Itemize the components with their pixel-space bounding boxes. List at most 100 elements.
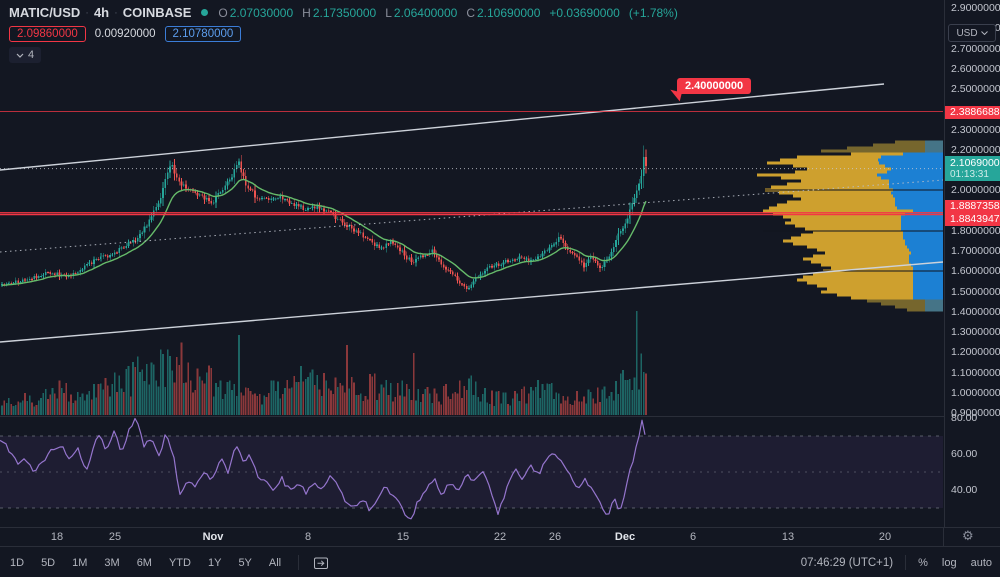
price-tick: 1.70000000 (951, 245, 1000, 257)
range-ytd-button[interactable]: YTD (168, 556, 191, 569)
interval-button[interactable]: 4h (93, 5, 110, 20)
close-label: C (466, 5, 475, 20)
price-tick: 2.30000000 (951, 123, 1000, 136)
bar-countdown: 01:13:31 (950, 168, 989, 180)
price-alert-label[interactable]: 2.40000000 (677, 78, 752, 94)
toolbar-right-group: 07:46:29 (UTC+1) % log auto (801, 555, 992, 570)
range-1m-button[interactable]: 1M (72, 556, 88, 569)
volume-series (1, 311, 647, 415)
last-price-value: 2.10690000 (950, 156, 1000, 169)
time-tick: 15 (396, 531, 410, 543)
log-scale-button[interactable]: log (941, 556, 957, 569)
range-5d-button[interactable]: 5D (41, 556, 56, 569)
time-tick: 18 (50, 531, 64, 543)
time-tick: 20 (878, 531, 892, 543)
close-value: 2.10690000 (477, 5, 541, 20)
change-value: +0.03690000 (549, 5, 620, 20)
range-1y-button[interactable]: 1Y (207, 556, 222, 569)
price-tick: 1.30000000 (951, 326, 1000, 338)
range-6m-button[interactable]: 6M (136, 556, 152, 569)
price-tick: 1.60000000 (951, 265, 1000, 278)
volume-profile (757, 140, 943, 312)
rsi-pane (0, 417, 943, 520)
gear-icon[interactable]: ⚙ (962, 529, 974, 544)
time-tick: 26 (548, 531, 562, 543)
axis-corner-separator (943, 528, 944, 547)
time-tick: 22 (493, 531, 507, 543)
low-label: L (385, 5, 392, 20)
lower-channel-line[interactable] (0, 261, 943, 343)
open-label: O (218, 5, 228, 20)
toolbar-divider (298, 555, 300, 570)
resistance-price-label: 2.38866881 (945, 105, 1000, 119)
high-value: 2.17350000 (312, 5, 377, 20)
range-1d-button[interactable]: 1D (10, 556, 25, 569)
price-tick: 2.70000000 (951, 42, 1000, 55)
price-axis[interactable]: USD 2.38866881 2.10690000 01:13:31 1.888… (944, 0, 1000, 527)
range-3m-button[interactable]: 3M (104, 556, 120, 569)
order-levels-row: 2.09860000 0.00920000 2.10780000 (9, 26, 242, 42)
time-tick: 13 (781, 531, 795, 543)
go-to-date-button[interactable] (313, 556, 329, 570)
ma-line (1, 178, 647, 286)
currency-label: USD (956, 27, 978, 39)
rsi-tick: 80.00 (951, 412, 978, 424)
exchange-label[interactable]: COINBASE (122, 5, 192, 20)
session-clock[interactable]: 07:46:29 (UTC+1) (800, 556, 894, 569)
price-tick: 1.40000000 (951, 305, 1000, 318)
bottom-toolbar: 1D 5D 1M 3M 6M YTD 1Y 5Y All 07:46:29 (UTC+1) % … (0, 546, 1000, 577)
ohlc-readout: O 2.07030000 H 2.17350000 L 2.06400000 C 2.1… (218, 6, 677, 20)
level-price-label: 1.88873584 (945, 199, 1000, 213)
range-all-button[interactable]: All (268, 556, 282, 569)
toolbar-divider (905, 555, 907, 570)
price-tick: 1.20000000 (951, 346, 1000, 359)
time-tick: 8 (304, 531, 312, 543)
time-tick: 25 (108, 531, 122, 543)
price-tick: 2.90000000 (951, 2, 1000, 14)
percent-scale-button[interactable]: % (918, 556, 928, 569)
last-price-label: 2.10690000 01:13:31 (945, 155, 1000, 181)
symbol-title[interactable]: MATIC/USD (9, 5, 81, 20)
time-tick: Dec (614, 531, 636, 543)
low-value: 2.06400000 (393, 5, 458, 20)
target-price-tag[interactable]: 2.10780000 (164, 26, 242, 42)
header-separator: · (85, 6, 89, 19)
indicators-collapse-toggle[interactable]: 4 (9, 47, 42, 63)
range-5y-button[interactable]: 5Y (238, 556, 252, 569)
open-value: 2.07030000 (229, 5, 294, 20)
price-tick: 1.80000000 (951, 224, 1000, 237)
pane-separator[interactable] (0, 416, 1000, 417)
indicators-row: 4 (9, 47, 42, 63)
chart-canvas[interactable] (0, 0, 943, 527)
rsi-line (0, 417, 646, 520)
price-tick: 2.20000000 (951, 143, 1000, 156)
level-price-label: 1.88439479 (945, 213, 1000, 226)
rsi-tick: 40.00 (951, 484, 978, 496)
price-tick: 0.90000000 (951, 407, 1000, 419)
indicators-count: 4 (28, 49, 35, 61)
time-tick: Nov (202, 531, 224, 543)
market-status-dot-icon (201, 9, 209, 16)
time-axis[interactable]: ⚙ 18 25 Nov 8 15 22 26 Dec 6 13 20 (0, 527, 1000, 547)
stop-price-tag[interactable]: 2.09860000 (9, 26, 86, 42)
spread-value: 0.00920000 (94, 28, 156, 40)
price-tick: 1.10000000 (951, 366, 1000, 379)
price-tick: 1.50000000 (951, 285, 1000, 298)
chevron-down-icon (16, 53, 24, 58)
change-percent: (+1.78%) (628, 5, 678, 20)
price-tick: 2.50000000 (951, 83, 1000, 95)
auto-scale-button[interactable]: auto (970, 556, 992, 569)
candlestick-series (1, 145, 647, 292)
price-tick: 2.60000000 (951, 62, 1000, 75)
upper-channel-line[interactable] (0, 83, 885, 171)
currency-dropdown-button[interactable]: USD (948, 24, 996, 42)
chevron-down-icon (980, 31, 988, 35)
date-range-switcher: 1D 5D 1M 3M 6M YTD 1Y 5Y All (10, 557, 298, 569)
rsi-tick: 60.00 (951, 448, 978, 460)
time-tick: 6 (689, 531, 697, 543)
header-separator: · (114, 6, 118, 19)
